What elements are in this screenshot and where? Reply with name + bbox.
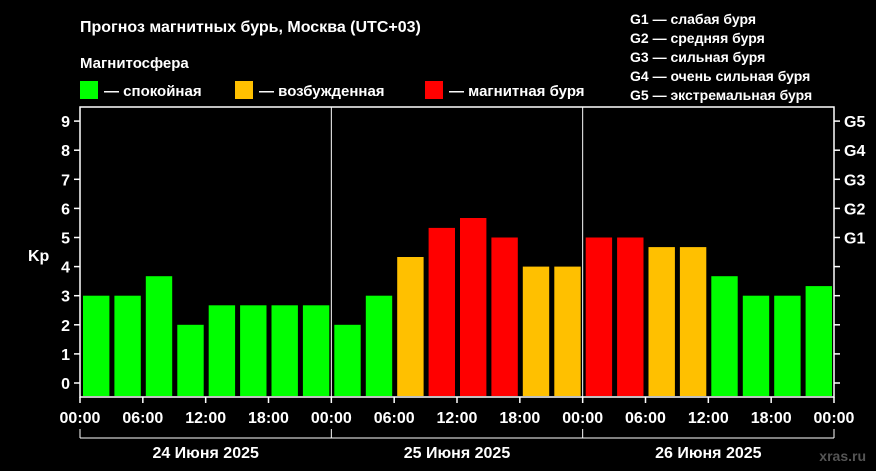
legend-swatch xyxy=(425,81,443,99)
y-tick-label: 1 xyxy=(61,347,70,364)
x-tick-label: 18:00 xyxy=(751,410,792,427)
y-tick-label: 2 xyxy=(61,318,70,335)
bar xyxy=(271,305,298,396)
x-tick-label: 00:00 xyxy=(60,410,101,427)
legend-label: — возбужденная xyxy=(259,83,385,100)
bar xyxy=(302,305,330,396)
y-tick-label: 6 xyxy=(61,201,70,218)
bar xyxy=(83,295,110,396)
bar xyxy=(428,227,455,396)
x-tick-label: 06:00 xyxy=(374,410,415,427)
legend-label: — спокойная xyxy=(104,83,202,100)
bar xyxy=(711,276,738,396)
bar xyxy=(208,305,236,396)
storm-scale-item: G4 — очень сильная буря xyxy=(630,68,810,84)
legend-swatch xyxy=(235,81,253,99)
x-tick-label: 18:00 xyxy=(499,410,540,427)
bar xyxy=(240,305,267,396)
day-label: 26 Июня 2025 xyxy=(655,445,762,462)
x-tick-label: 06:00 xyxy=(625,410,666,427)
g-level-label: G4 xyxy=(844,143,865,160)
y-tick-label: 5 xyxy=(61,231,70,248)
legend: — спокойная — возбужденная — магнитная бур… xyxy=(80,81,585,100)
storm-scale-item: G2 — средняя буря xyxy=(630,30,765,46)
legend-title: Магнитосфера xyxy=(80,55,189,72)
x-tick-label: 00:00 xyxy=(814,410,855,427)
storm-scale-item: G5 — экстремальная буря xyxy=(630,87,812,103)
legend-label: — магнитная буря xyxy=(449,83,585,100)
bar xyxy=(365,295,393,396)
y-tick-label: 8 xyxy=(61,143,70,160)
y-tick-label: 9 xyxy=(61,114,70,131)
x-tick-label: 18:00 xyxy=(248,410,289,427)
bar xyxy=(742,295,770,396)
storm-scale-item: G1 — слабая буря xyxy=(630,11,756,27)
g-level-label: G2 xyxy=(844,201,865,218)
y-axis-label: Kp xyxy=(28,248,50,265)
watermark: xras.ru xyxy=(819,448,866,464)
bar xyxy=(679,247,707,396)
y-tick-label: 3 xyxy=(61,289,70,306)
bar xyxy=(334,324,361,396)
bar xyxy=(554,266,581,396)
plot-area: 0 1 2 3 4 5 6 7 8 9 G1 G2 G3 G4 G5 00:00 06:00 12:00 18:00… xyxy=(60,106,865,462)
legend-swatch xyxy=(80,81,98,99)
bar xyxy=(774,295,801,396)
bar xyxy=(805,286,832,396)
g-level-label: G3 xyxy=(844,172,865,189)
y-tick-label: 7 xyxy=(61,172,70,189)
x-tick-label: 00:00 xyxy=(311,410,352,427)
day-label: 24 Июня 2025 xyxy=(152,445,259,462)
bar xyxy=(585,237,613,396)
chart-title: Прогноз магнитных бурь, Москва (UTC+03) xyxy=(80,19,421,36)
bar xyxy=(114,295,141,396)
x-tick-label: 12:00 xyxy=(688,410,729,427)
g-level-label: G5 xyxy=(844,114,865,131)
y-tick-label: 0 xyxy=(61,376,70,393)
y-tick-label: 4 xyxy=(61,260,70,277)
bar xyxy=(145,276,173,396)
storm-scale-legend: G1 — слабая буря G2 — средняя буря G3 — си… xyxy=(630,11,812,103)
x-tick-label: 00:00 xyxy=(562,410,603,427)
bar xyxy=(491,237,518,396)
x-tick-label: 12:00 xyxy=(185,410,226,427)
x-tick-label: 06:00 xyxy=(122,410,163,427)
bar xyxy=(397,257,424,396)
g-level-label: G1 xyxy=(844,231,865,248)
bar xyxy=(522,266,550,396)
bar xyxy=(648,247,675,396)
storm-scale-item: G3 — сильная буря xyxy=(630,49,765,65)
bar xyxy=(177,324,204,396)
x-tick-label: 12:00 xyxy=(437,410,478,427)
bar xyxy=(617,237,644,396)
day-label: 25 Июня 2025 xyxy=(404,445,511,462)
bar xyxy=(460,218,487,396)
